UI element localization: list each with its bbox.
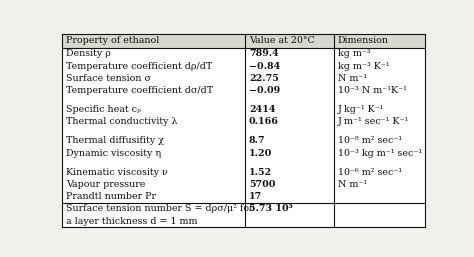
Text: Specific heat cₚ: Specific heat cₚ	[66, 105, 141, 114]
Text: 1.52: 1.52	[249, 168, 272, 177]
Text: Vapour pressure: Vapour pressure	[66, 180, 145, 189]
Text: Property of ethanol: Property of ethanol	[66, 36, 159, 45]
Text: 8.7: 8.7	[249, 136, 265, 145]
Text: Surface tension σ: Surface tension σ	[66, 74, 151, 83]
Text: Kinematic viscosity ν: Kinematic viscosity ν	[66, 168, 168, 177]
Text: a layer thickness d = 1 mm: a layer thickness d = 1 mm	[66, 217, 197, 226]
Text: Dynamic viscosity η: Dynamic viscosity η	[66, 149, 161, 158]
Text: 10⁻³ N m⁻¹K⁻¹: 10⁻³ N m⁻¹K⁻¹	[338, 86, 407, 95]
Text: 1.20: 1.20	[249, 149, 272, 158]
Text: kg m⁻³ K⁻¹: kg m⁻³ K⁻¹	[338, 62, 390, 71]
Text: 789.4: 789.4	[249, 50, 279, 59]
Bar	[62, 34, 425, 48]
Text: Temperature coefficient dσ/dT: Temperature coefficient dσ/dT	[66, 86, 213, 95]
Text: Prandtl number Pr: Prandtl number Pr	[66, 192, 156, 201]
Text: Dimension: Dimension	[338, 36, 389, 45]
Text: Density ρ: Density ρ	[66, 50, 111, 59]
Text: 0.166: 0.166	[249, 117, 279, 126]
Text: Temperature coefficient dρ/dT: Temperature coefficient dρ/dT	[66, 62, 212, 71]
Text: 10⁻⁶ m² sec⁻¹: 10⁻⁶ m² sec⁻¹	[338, 168, 402, 177]
Text: 5.73 10³: 5.73 10³	[249, 204, 293, 213]
Text: J m⁻¹ sec⁻¹ K⁻¹: J m⁻¹ sec⁻¹ K⁻¹	[338, 117, 409, 126]
Text: kg m⁻³: kg m⁻³	[338, 50, 371, 59]
Text: Thermal conductivity λ: Thermal conductivity λ	[66, 117, 177, 126]
Text: −0.84: −0.84	[249, 62, 280, 71]
Text: −0.09: −0.09	[249, 86, 280, 95]
Text: 10⁻³ kg m⁻¹ sec⁻¹: 10⁻³ kg m⁻¹ sec⁻¹	[338, 149, 422, 158]
Text: 2414: 2414	[249, 105, 275, 114]
Text: 17: 17	[249, 192, 262, 201]
Text: J kg⁻¹ K⁻¹: J kg⁻¹ K⁻¹	[338, 105, 384, 114]
Text: N m⁻¹: N m⁻¹	[338, 180, 367, 189]
Text: 10⁻⁸ m² sec⁻¹: 10⁻⁸ m² sec⁻¹	[338, 136, 402, 145]
Text: Thermal diffusifity χ: Thermal diffusifity χ	[66, 136, 164, 145]
Text: Value at 20°C: Value at 20°C	[249, 36, 315, 45]
Text: 5700: 5700	[249, 180, 275, 189]
Text: N m⁻¹: N m⁻¹	[338, 74, 367, 83]
Text: Surface tension number S = dρσ/μ² for: Surface tension number S = dρσ/μ² for	[66, 204, 254, 213]
Text: 22.75: 22.75	[249, 74, 279, 83]
